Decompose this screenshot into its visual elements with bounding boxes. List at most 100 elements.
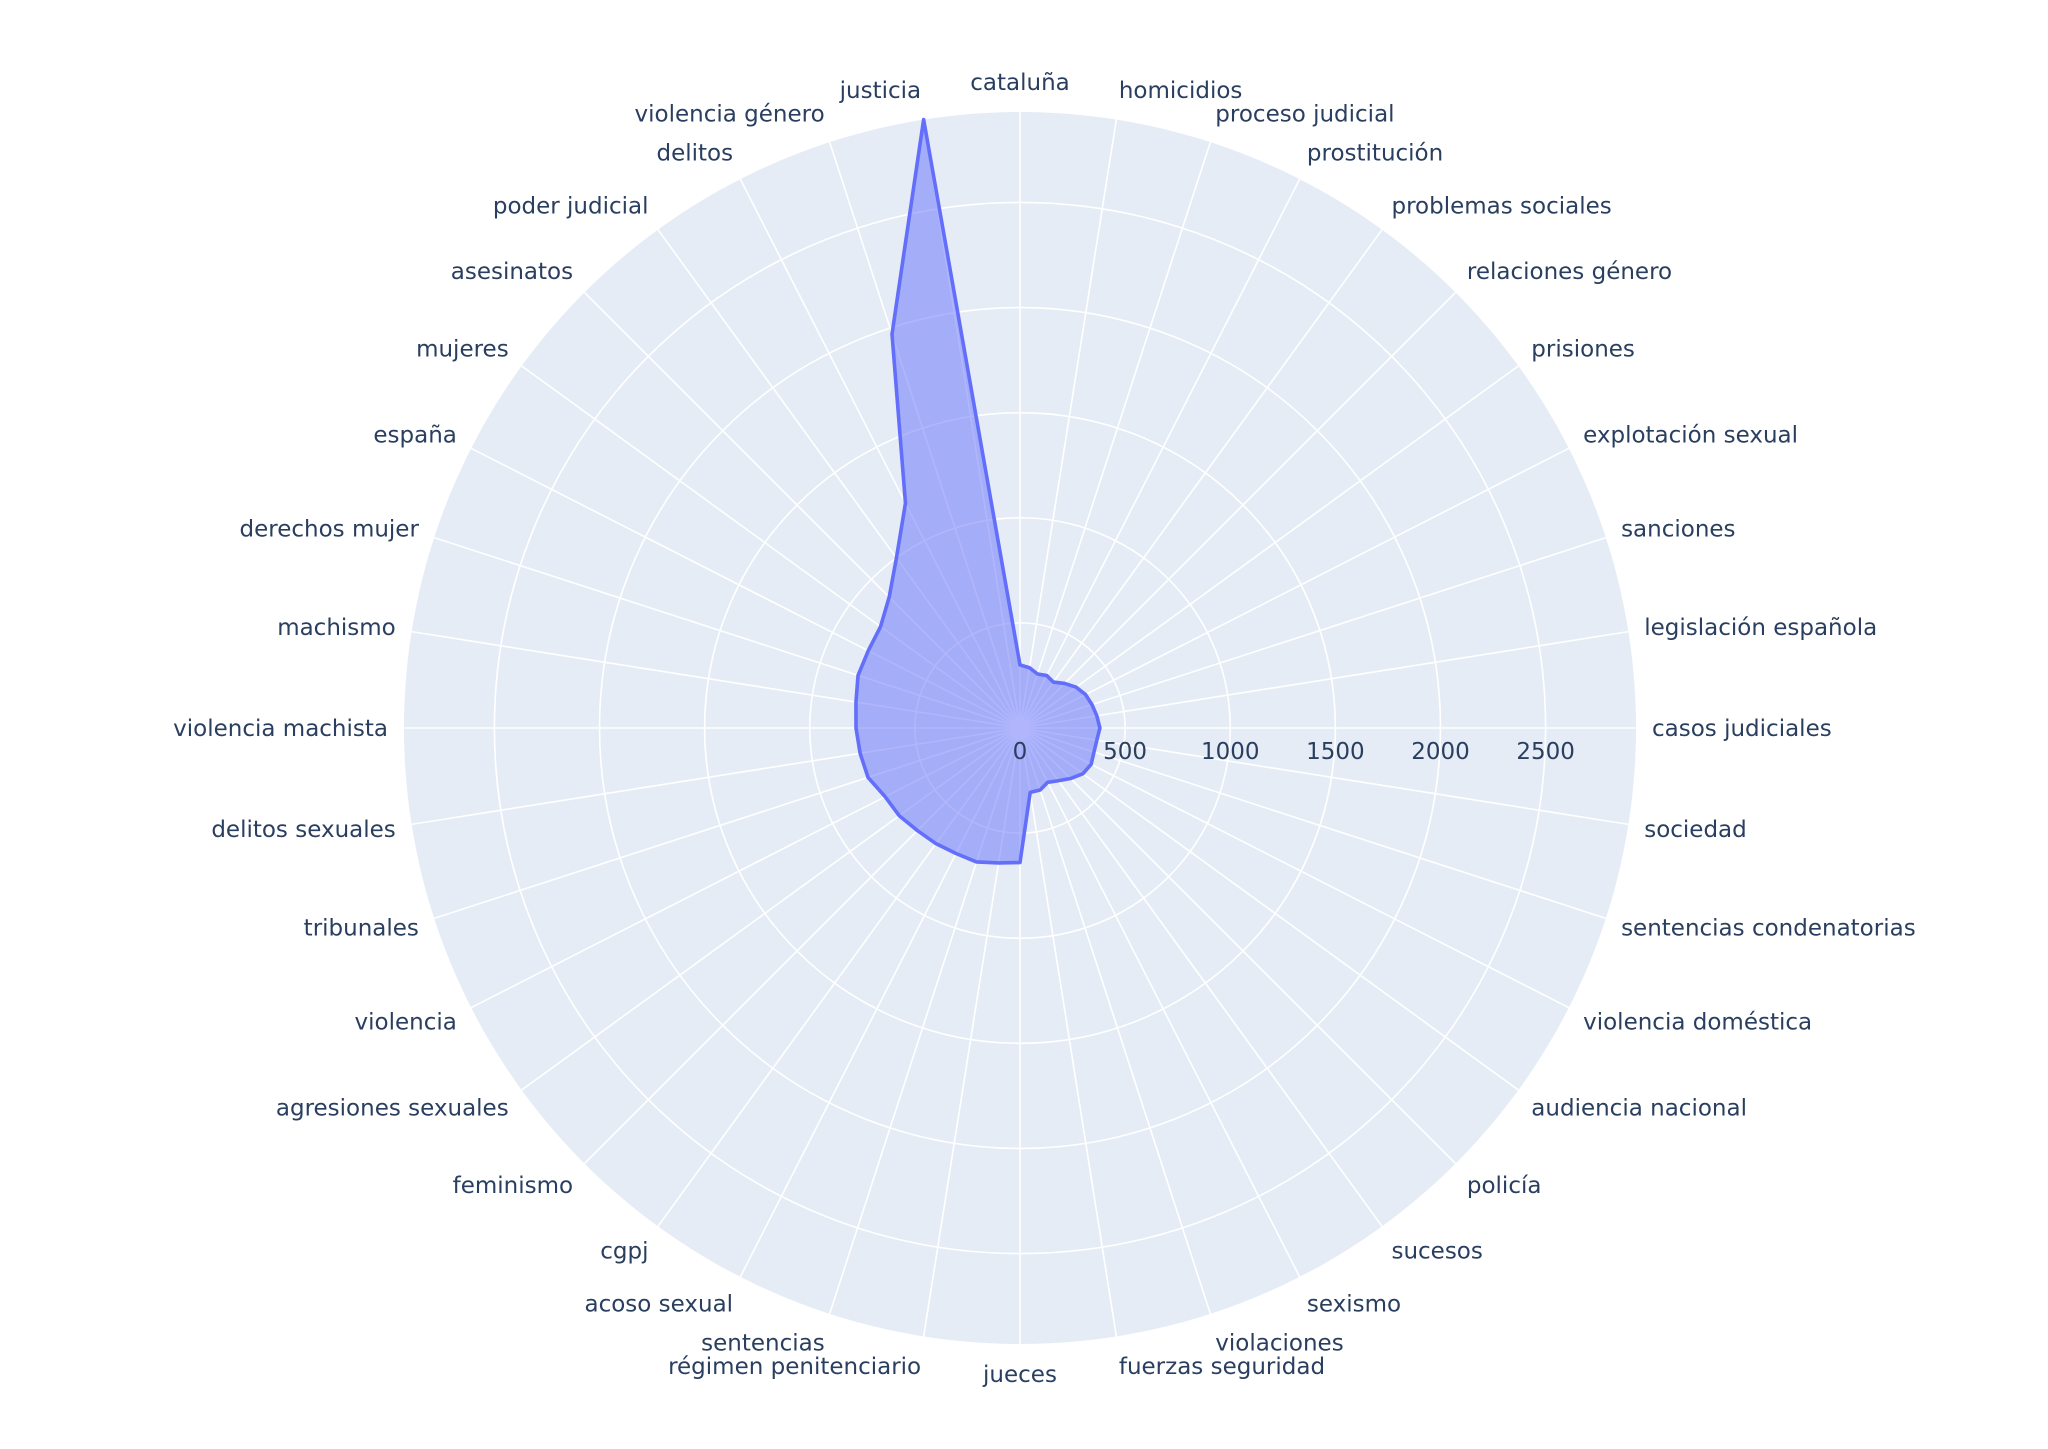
radial-tick-label: 2000 xyxy=(1411,739,1470,765)
data-point-20 xyxy=(1019,862,1021,864)
angular-gridline xyxy=(1019,727,1629,826)
category-label: sanciones xyxy=(1621,516,1735,542)
data-point-30 xyxy=(855,727,857,729)
data-point-23 xyxy=(955,853,957,855)
category-label: homicidios xyxy=(1119,78,1243,104)
category-label: violaciones xyxy=(1215,1330,1343,1356)
data-point-33 xyxy=(867,650,869,652)
category-label: violencia xyxy=(355,1009,457,1035)
data-point-28 xyxy=(867,776,869,778)
angular-gridline xyxy=(1019,119,1118,729)
category-label: justicia xyxy=(839,78,922,104)
angular-gridline xyxy=(1019,447,1570,729)
data-point-32 xyxy=(857,674,859,676)
data-point-24 xyxy=(935,843,937,845)
angular-gridline xyxy=(1019,536,1607,729)
data-point-18 xyxy=(1039,789,1041,791)
category-label: violencia doméstica xyxy=(1583,1009,1812,1035)
data-point-12 xyxy=(1093,751,1095,753)
data-point-19 xyxy=(1029,791,1031,793)
data-point-13 xyxy=(1090,763,1092,765)
angular-gridline xyxy=(1019,727,1570,1009)
category-label: sentencias xyxy=(701,1330,825,1356)
category-label: violencia género xyxy=(635,102,825,128)
data-point-14 xyxy=(1082,773,1084,775)
angular-gridline xyxy=(1019,727,1607,920)
category-label: agresiones sexuales xyxy=(276,1096,509,1122)
category-label: derechos mujer xyxy=(240,516,420,542)
angular-gridline xyxy=(1019,727,1457,1165)
data-point-4 xyxy=(1052,681,1054,683)
data-point-3 xyxy=(1046,675,1048,677)
data-point-25 xyxy=(916,830,918,832)
data-point-34 xyxy=(880,626,882,628)
category-label: asesinatos xyxy=(451,259,573,285)
radial-tick-label: 2500 xyxy=(1516,739,1575,765)
data-point-38 xyxy=(891,333,893,335)
data-point-17 xyxy=(1047,781,1049,783)
data-point-27 xyxy=(884,796,886,798)
category-label: feminismo xyxy=(453,1173,573,1199)
category-label: proceso judicial xyxy=(1215,102,1394,128)
data-point-9 xyxy=(1096,715,1098,717)
data-point-10 xyxy=(1099,727,1101,729)
radial-tick-label: 0 xyxy=(1013,739,1028,765)
category-label: delitos xyxy=(656,140,733,166)
category-label: relaciones género xyxy=(1467,259,1672,285)
category-label: delitos sexuales xyxy=(211,817,395,843)
data-point-2 xyxy=(1037,673,1039,675)
data-point-26 xyxy=(898,815,900,817)
data-point-29 xyxy=(859,752,861,754)
angular-gridline xyxy=(1019,291,1457,729)
data-point-6 xyxy=(1075,686,1077,688)
data-point-15 xyxy=(1070,778,1072,780)
data-point-1 xyxy=(1029,667,1031,669)
category-label: prostitución xyxy=(1307,140,1443,166)
angular-gridline xyxy=(1019,229,1383,729)
category-label: sentencias condenatorias xyxy=(1621,916,1916,942)
category-label: casos judiciales xyxy=(1652,716,1832,742)
angular-gridline xyxy=(1019,365,1519,729)
data-point-11 xyxy=(1096,739,1098,741)
category-label: sociedad xyxy=(1644,817,1747,843)
category-label: fuerzas seguridad xyxy=(1119,1354,1325,1380)
data-point-0 xyxy=(1019,664,1021,666)
data-point-7 xyxy=(1085,694,1087,696)
category-label: poder judicial xyxy=(493,193,649,219)
category-label: tribunales xyxy=(304,916,419,942)
angular-gridline xyxy=(1019,141,1212,729)
category-label: violencia machista xyxy=(173,716,388,742)
category-label: sucesos xyxy=(1391,1239,1482,1265)
data-point-31 xyxy=(855,701,857,703)
angular-gridline xyxy=(1019,727,1383,1227)
category-label: sexismo xyxy=(1307,1292,1401,1318)
data-point-37 xyxy=(904,502,906,504)
data-point-21 xyxy=(998,862,1000,864)
radial-tick-label: 1500 xyxy=(1306,739,1365,765)
category-label: audiencia nacional xyxy=(1531,1096,1747,1122)
angular-gridline xyxy=(1019,630,1629,729)
category-label: problemas sociales xyxy=(1391,193,1611,219)
category-label: policía xyxy=(1467,1173,1542,1199)
category-label: cgpj xyxy=(600,1239,648,1265)
angular-gridline xyxy=(1019,727,1118,1337)
angular-gridline xyxy=(1019,727,1212,1315)
category-label: machismo xyxy=(277,615,396,641)
category-label: cataluña xyxy=(970,70,1070,96)
data-point-5 xyxy=(1064,682,1066,684)
data-point-8 xyxy=(1091,704,1093,706)
data-point-22 xyxy=(975,861,977,863)
angular-gridline xyxy=(1019,727,1519,1091)
data-point-36 xyxy=(895,557,897,559)
category-label: legislación española xyxy=(1644,615,1877,641)
category-label: explotación sexual xyxy=(1583,423,1798,449)
radial-tick-label: 500 xyxy=(1103,739,1147,765)
angular-gridline xyxy=(1019,727,1301,1278)
category-label: prisiones xyxy=(1531,336,1635,362)
data-point-39 xyxy=(923,119,925,121)
angular-gridline xyxy=(1019,178,1301,729)
category-label: mujeres xyxy=(416,336,509,362)
radial-tick-label: 1000 xyxy=(1201,739,1260,765)
data-point-35 xyxy=(888,596,890,598)
